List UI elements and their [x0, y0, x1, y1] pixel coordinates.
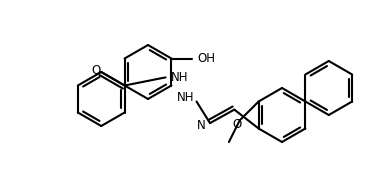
Text: N: N [197, 119, 206, 132]
Text: OH: OH [198, 52, 216, 65]
Text: O: O [232, 118, 241, 131]
Text: NH: NH [177, 91, 195, 104]
Text: NH: NH [171, 71, 188, 84]
Text: O: O [92, 63, 101, 77]
